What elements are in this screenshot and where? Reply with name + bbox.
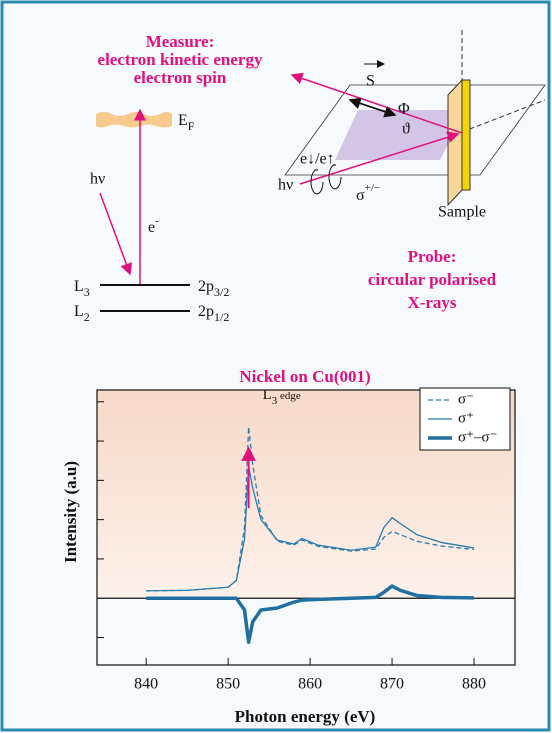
measure-heading: Measure: — [146, 32, 215, 51]
orbital-sub: 1/2 — [214, 310, 229, 324]
x-tick-label: 860 — [298, 676, 322, 693]
level-main: L — [74, 303, 84, 320]
measure-line: electron spin — [134, 68, 227, 87]
x-tick-label: 870 — [380, 676, 404, 693]
legend-label: σ⁺ — [458, 410, 474, 426]
annotation-main: L — [263, 387, 272, 403]
electron-main: e — [148, 219, 155, 236]
sample-label: Sample — [438, 204, 486, 221]
x-tick-label: 850 — [216, 676, 240, 693]
fermi-label-main: E — [178, 112, 188, 129]
probe-line: X-rays — [407, 293, 456, 312]
y-axis-label: Intensity (a.u) — [61, 461, 80, 563]
sample-face — [448, 80, 462, 205]
figure: Measure: electron kinetic energy electro… — [0, 0, 552, 733]
x-tick-label: 880 — [462, 676, 486, 693]
legend-label: σ⁺–σ⁻ — [458, 429, 498, 445]
fermi-band — [96, 112, 172, 128]
photon-label: hν — [90, 171, 105, 188]
measure-line: electron kinetic energy — [98, 50, 263, 69]
probe-line: circular polarised — [368, 270, 497, 289]
spin-label: S — [366, 73, 375, 90]
theta-label: ϑ — [402, 121, 410, 138]
polarisation-sup: +/− — [365, 182, 380, 194]
probe-heading: Probe: — [408, 247, 457, 266]
sample-edge — [462, 80, 470, 190]
x-tick-label: 840 — [134, 676, 158, 693]
level-sub: 2 — [84, 310, 90, 324]
chart-title: Nickel on Cu(001) — [239, 367, 370, 386]
fermi-label-sub: F — [188, 119, 195, 133]
detector-label: e↓/e↑ — [300, 151, 335, 168]
legend-label: σ⁻ — [458, 391, 474, 407]
level-sub: 3 — [84, 285, 90, 299]
level-main: L — [74, 278, 84, 295]
annotation-rest: edge — [277, 390, 301, 402]
photon-label: hν — [278, 177, 293, 194]
orbital-sub: 3/2 — [214, 285, 229, 299]
orbital-main: 2p — [198, 278, 214, 295]
orbital-main: 2p — [198, 303, 214, 320]
x-axis-label: Photon energy (eV) — [235, 707, 376, 726]
electron-sup: - — [155, 215, 159, 227]
phi-label: Φ — [398, 101, 410, 118]
